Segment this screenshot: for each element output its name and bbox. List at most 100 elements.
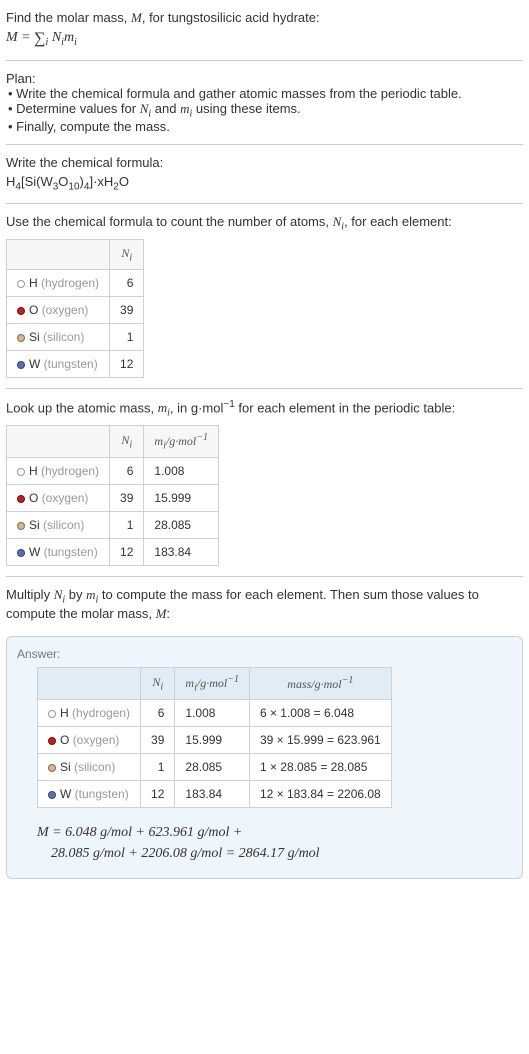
chem-title: Write the chemical formula: bbox=[6, 155, 523, 170]
intro-text-a: Find the molar mass, bbox=[6, 10, 131, 25]
element-cell: O (oxygen) bbox=[38, 727, 141, 754]
intro-equation: M = ∑i Nimi bbox=[6, 26, 523, 50]
table-row: Si (silicon)128.0851 × 28.085 = 28.085 bbox=[38, 754, 392, 781]
table-row: W (tungsten)12 bbox=[7, 350, 144, 377]
final-line1: M = 6.048 g/mol + 623.961 g/mol + bbox=[37, 822, 512, 843]
n-cell: 12 bbox=[141, 781, 175, 808]
element-name: (hydrogen) bbox=[41, 464, 99, 478]
element-dot-icon bbox=[48, 764, 56, 772]
plan-b2-m: mi bbox=[180, 101, 192, 116]
n-cell: 1 bbox=[141, 754, 175, 781]
divider bbox=[6, 576, 523, 577]
chem-formula: H4[Si(W3O10)4]·xH2O bbox=[6, 174, 523, 193]
n-cell: 1 bbox=[110, 512, 144, 539]
m-cell: 183.84 bbox=[175, 781, 250, 808]
element-cell: Si (silicon) bbox=[38, 754, 141, 781]
element-cell: Si (silicon) bbox=[7, 512, 110, 539]
element-symbol: O bbox=[60, 733, 69, 747]
plan-b2b: and bbox=[151, 101, 180, 116]
plan-b2c: using these items. bbox=[192, 101, 300, 116]
element-cell: O (oxygen) bbox=[7, 296, 110, 323]
mass-table: Ni mi/g·mol−1 H (hydrogen)61.008O (oxyge… bbox=[6, 425, 219, 566]
element-dot-icon bbox=[17, 334, 25, 342]
table-header-row: Ni mi/g·mol−1 bbox=[7, 425, 219, 457]
intro-line: Find the molar mass, M, for tungstosilic… bbox=[6, 10, 523, 26]
m-cell: 183.84 bbox=[144, 539, 219, 566]
element-name: (tungsten) bbox=[75, 787, 129, 801]
table-header-m: mi/g·mol−1 bbox=[144, 425, 219, 457]
element-cell: O (oxygen) bbox=[7, 485, 110, 512]
m-cell: 28.085 bbox=[175, 754, 250, 781]
element-dot-icon bbox=[17, 361, 25, 369]
divider bbox=[6, 60, 523, 61]
mass-title-c: for each element in the periodic table: bbox=[235, 400, 455, 415]
count-title-n: Ni bbox=[333, 214, 344, 229]
table-header-row: Ni bbox=[7, 239, 144, 269]
element-name: (tungsten) bbox=[44, 357, 98, 371]
plan-bullet-3: • Finally, compute the mass. bbox=[8, 119, 523, 134]
mult-a: Multiply bbox=[6, 587, 54, 602]
count-section: Use the chemical formula to count the nu… bbox=[6, 208, 523, 384]
element-name: (hydrogen) bbox=[41, 276, 99, 290]
plan-b2-n: Ni bbox=[140, 101, 151, 116]
element-symbol: W bbox=[29, 545, 40, 559]
element-symbol: W bbox=[29, 357, 40, 371]
multiply-section: Multiply Ni by mi to compute the mass fo… bbox=[6, 581, 523, 628]
count-table: Ni H (hydrogen)6O (oxygen)39Si (silicon)… bbox=[6, 239, 144, 378]
element-cell: H (hydrogen) bbox=[7, 269, 110, 296]
n-cell: 39 bbox=[110, 296, 144, 323]
element-dot-icon bbox=[17, 280, 25, 288]
element-dot-icon bbox=[48, 791, 56, 799]
element-cell: H (hydrogen) bbox=[38, 700, 141, 727]
table-header-n: Ni bbox=[141, 667, 175, 699]
element-name: (hydrogen) bbox=[72, 706, 130, 720]
n-cell: 6 bbox=[141, 700, 175, 727]
element-dot-icon bbox=[17, 495, 25, 503]
n-cell: 39 bbox=[110, 485, 144, 512]
mult-bigm: M bbox=[156, 606, 167, 621]
element-symbol: Si bbox=[29, 518, 40, 532]
plan-bullet-1: • Write the chemical formula and gather … bbox=[8, 86, 523, 101]
divider bbox=[6, 203, 523, 204]
n-cell: 12 bbox=[110, 350, 144, 377]
count-title-a: Use the chemical formula to count the nu… bbox=[6, 214, 333, 229]
mult-d: : bbox=[166, 606, 170, 621]
table-header-mass: mass/g·mol−1 bbox=[249, 667, 391, 699]
mass-title-b: , in g·mol bbox=[170, 400, 223, 415]
element-cell: Si (silicon) bbox=[7, 323, 110, 350]
mass-section: Look up the atomic mass, mi, in g·mol−1 … bbox=[6, 393, 523, 572]
table-row: H (hydrogen)6 bbox=[7, 269, 144, 296]
table-row: O (oxygen)3915.99939 × 15.999 = 623.961 bbox=[38, 727, 392, 754]
plan-section: Plan: • Write the chemical formula and g… bbox=[6, 65, 523, 141]
m-cell: 1.008 bbox=[144, 458, 219, 485]
n-cell: 12 bbox=[110, 539, 144, 566]
table-row: Si (silicon)128.085 bbox=[7, 512, 219, 539]
mass-cell: 12 × 183.84 = 2206.08 bbox=[249, 781, 391, 808]
table-row: H (hydrogen)61.0086 × 1.008 = 6.048 bbox=[38, 700, 392, 727]
element-dot-icon bbox=[17, 468, 25, 476]
table-row: O (oxygen)39 bbox=[7, 296, 144, 323]
n-cell: 6 bbox=[110, 269, 144, 296]
table-row: W (tungsten)12183.8412 × 183.84 = 2206.0… bbox=[38, 781, 392, 808]
element-symbol: H bbox=[29, 276, 38, 290]
plan-bullet-2: • Determine values for Ni and mi using t… bbox=[8, 101, 523, 120]
element-dot-icon bbox=[48, 710, 56, 718]
element-cell: W (tungsten) bbox=[38, 781, 141, 808]
n-cell: 39 bbox=[141, 727, 175, 754]
m-cell: 15.999 bbox=[144, 485, 219, 512]
element-name: (oxygen) bbox=[73, 733, 120, 747]
table-header-m: mi/g·mol−1 bbox=[175, 667, 250, 699]
table-header-n: Ni bbox=[110, 239, 144, 269]
table-header-row: Ni mi/g·mol−1 mass/g·mol−1 bbox=[38, 667, 392, 699]
final-line2: 28.085 g/mol + 2206.08 g/mol = 2864.17 g… bbox=[51, 843, 512, 864]
element-name: (silicon) bbox=[74, 760, 115, 774]
mass-cell: 1 × 28.085 = 28.085 bbox=[249, 754, 391, 781]
mass-cell: 39 × 15.999 = 623.961 bbox=[249, 727, 391, 754]
answer-label: Answer: bbox=[17, 647, 512, 661]
mass-title: Look up the atomic mass, mi, in g·mol−1 … bbox=[6, 399, 523, 419]
m-cell: 28.085 bbox=[144, 512, 219, 539]
intro-section: Find the molar mass, M, for tungstosilic… bbox=[6, 4, 523, 56]
final-equation: M = 6.048 g/mol + 623.961 g/mol + 28.085… bbox=[37, 822, 512, 864]
element-symbol: H bbox=[29, 464, 38, 478]
element-cell: W (tungsten) bbox=[7, 350, 110, 377]
